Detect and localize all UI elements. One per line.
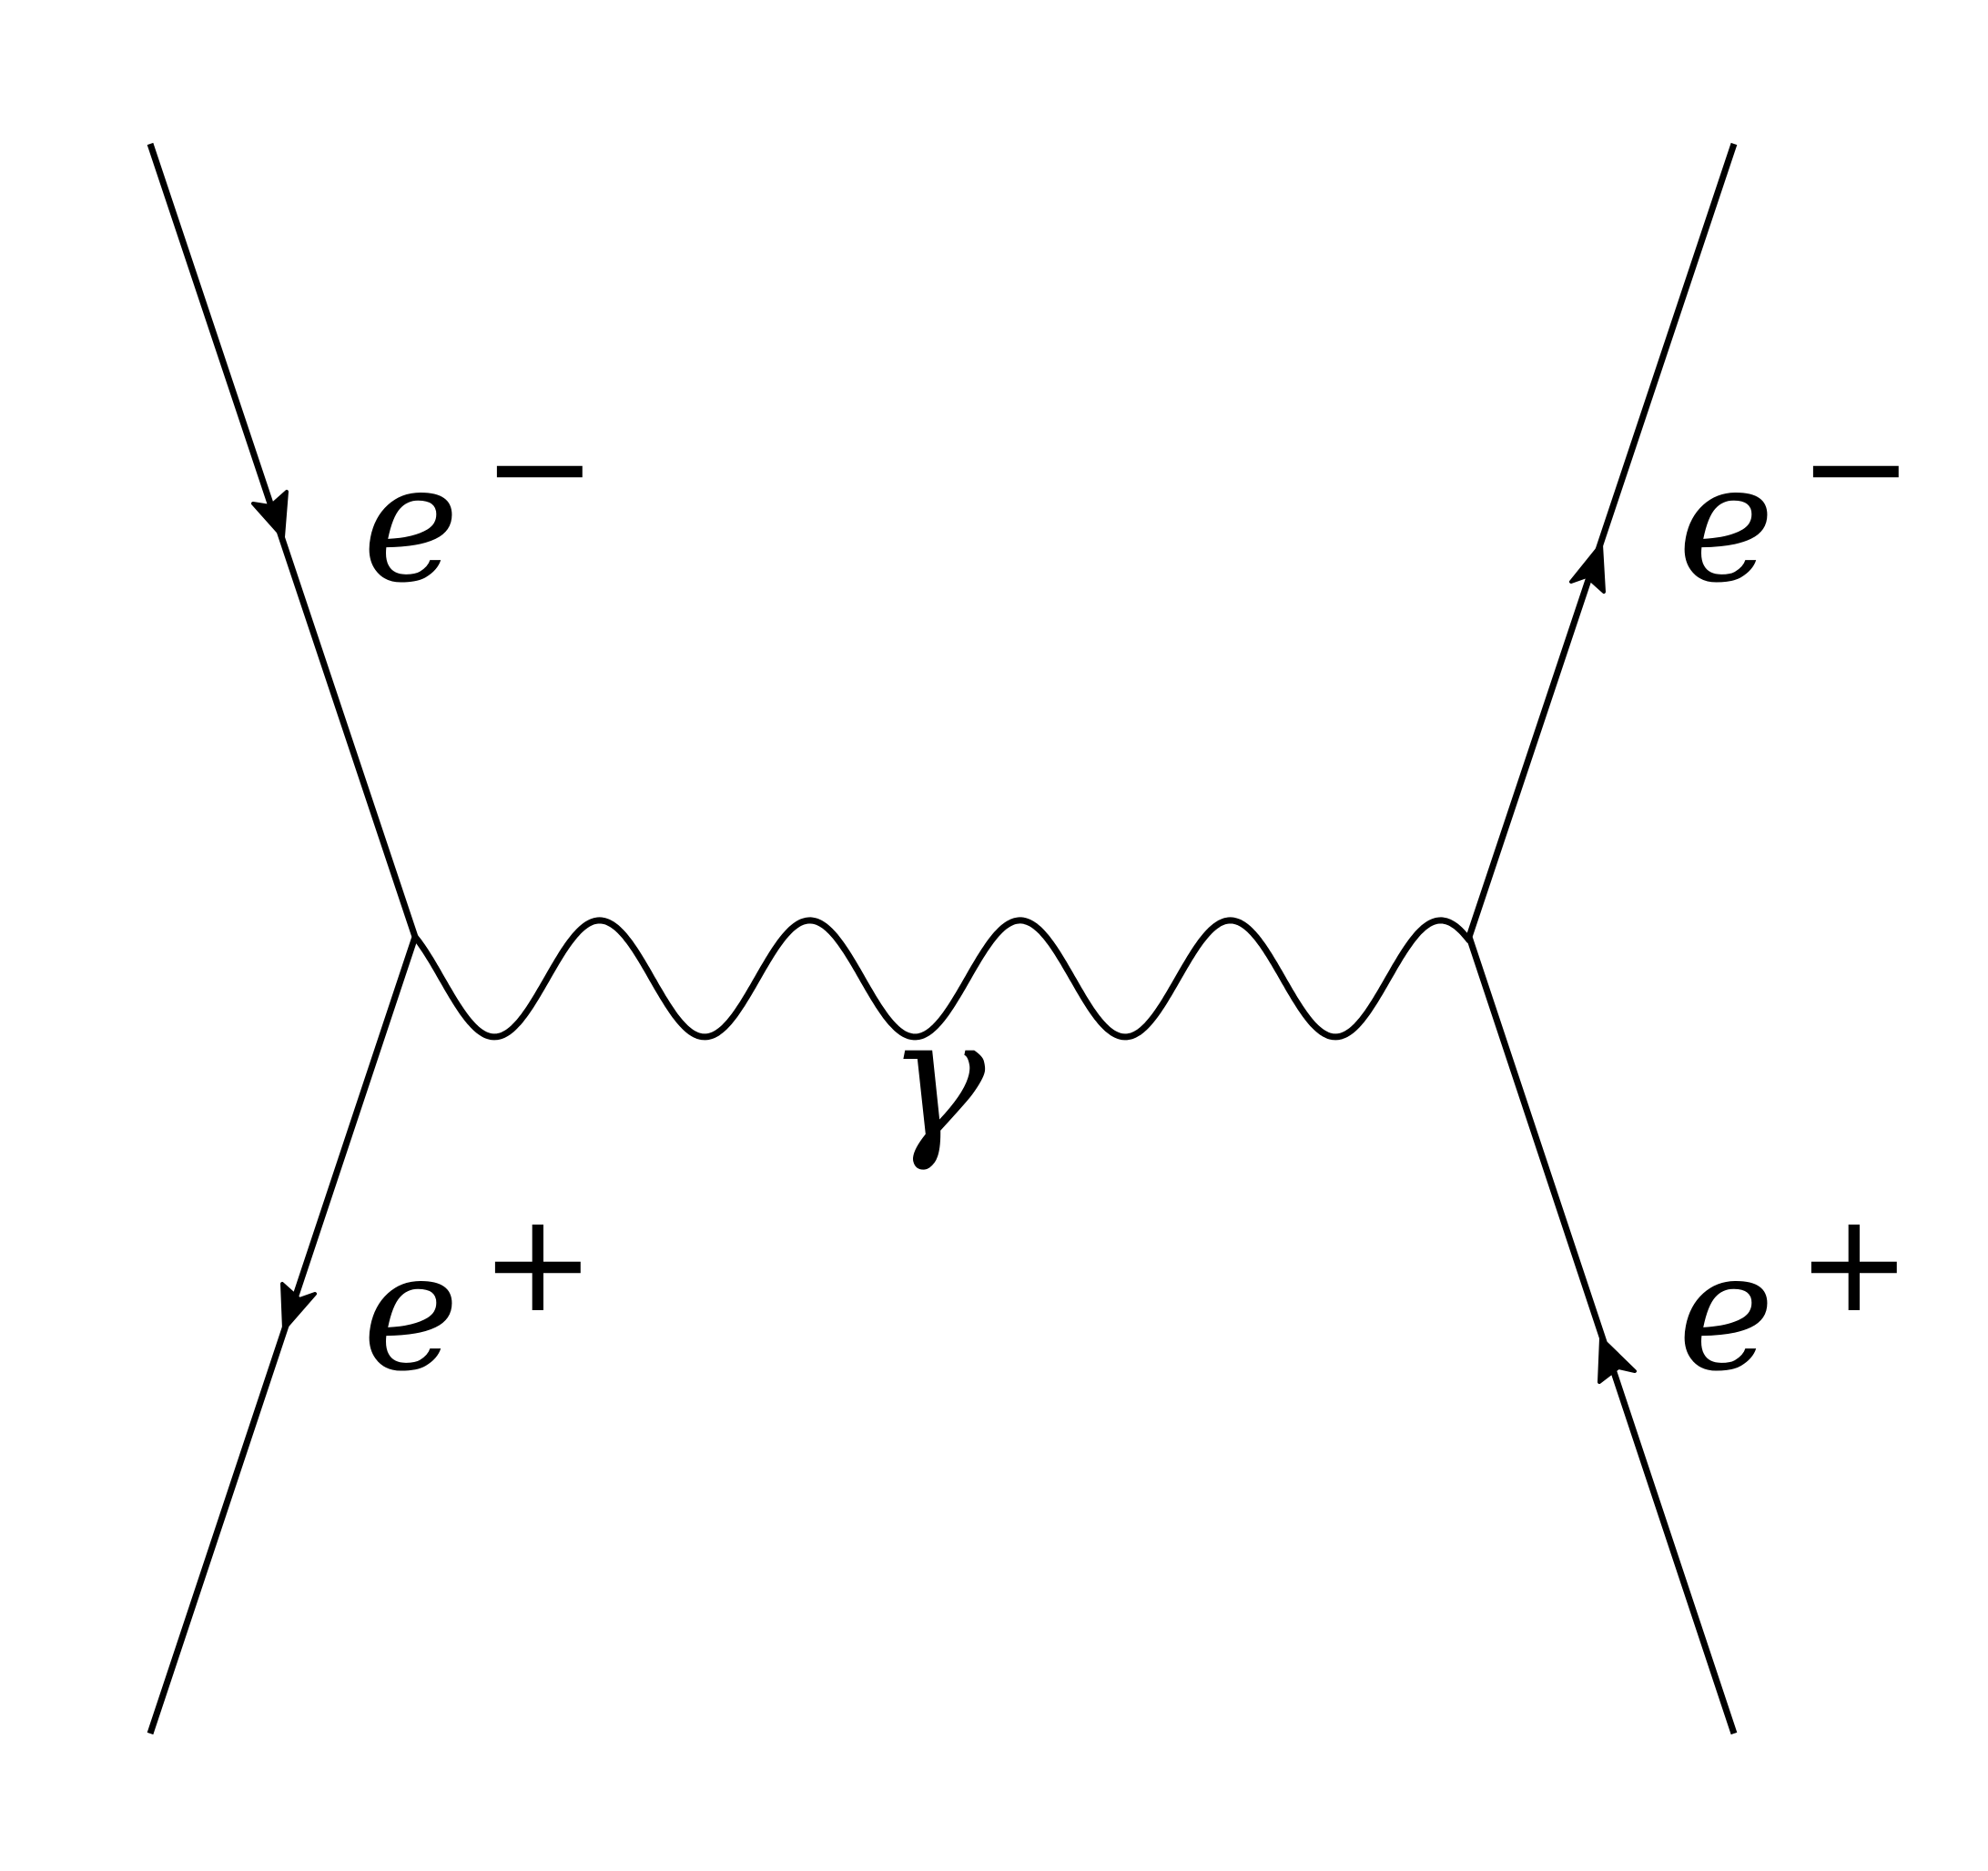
- arrow-outgoing-electron-icon: [1569, 543, 1606, 594]
- charge-superscript: −: [1799, 389, 1913, 547]
- incoming-positron-line: [147, 935, 419, 1735]
- photon-propagator-line: [411, 917, 1473, 1041]
- label-top-left: e −: [362, 389, 597, 619]
- particle-symbol: e: [1678, 429, 1775, 619]
- label-top-right: e −: [1678, 389, 1913, 619]
- incoming-electron-line: [147, 142, 419, 939]
- arrow-incoming-electron-icon: [251, 490, 289, 539]
- charge-superscript: +: [481, 1185, 595, 1343]
- particle-symbol: e: [362, 429, 460, 619]
- charge-superscript: −: [482, 389, 597, 547]
- particle-symbol: e: [1678, 1217, 1775, 1408]
- particle-symbol: e: [362, 1217, 460, 1408]
- photon-label: γ: [888, 984, 986, 1174]
- arrow-incoming-positron-icon: [280, 1282, 317, 1331]
- label-bottom-right: e +: [1678, 1185, 1912, 1408]
- outgoing-electron-line: [1466, 142, 1738, 939]
- charge-superscript: +: [1797, 1185, 1912, 1343]
- arrow-outgoing-positron-icon: [1598, 1337, 1637, 1384]
- outgoing-positron-line: [1466, 935, 1738, 1735]
- label-bottom-left: e +: [362, 1185, 595, 1408]
